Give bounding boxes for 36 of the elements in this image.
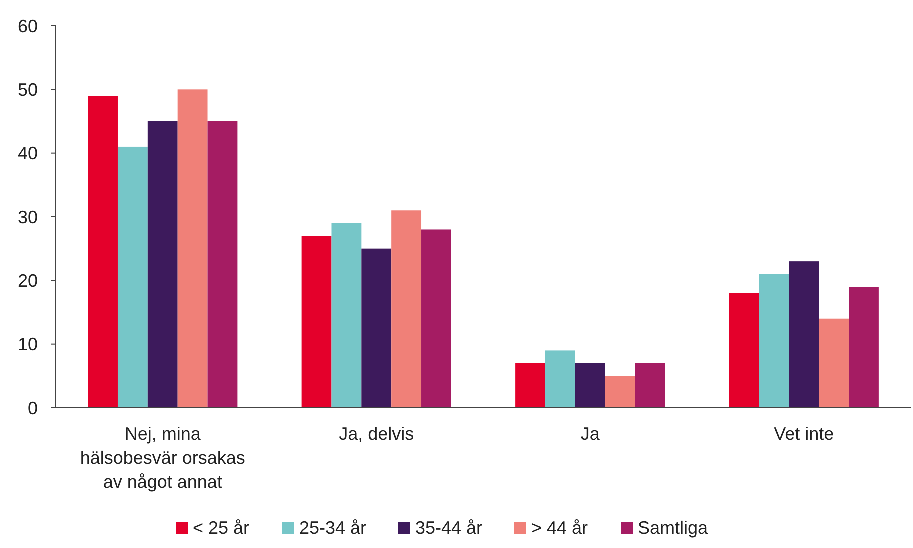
- legend-label: Samtliga: [638, 518, 710, 538]
- y-tick-label: 60: [18, 16, 38, 36]
- legend-label: 25-34 år: [300, 518, 367, 538]
- x-tick-label: Ja: [580, 424, 601, 444]
- x-tick-label: Vet inte: [774, 424, 834, 444]
- bar: [516, 363, 546, 408]
- bar: [575, 363, 606, 408]
- y-tick-label: 40: [18, 144, 38, 164]
- bar: [849, 287, 879, 408]
- y-tick-label: 0: [28, 398, 38, 418]
- y-tick-label: 50: [18, 80, 38, 100]
- bar: [422, 230, 452, 408]
- bar: [729, 293, 760, 408]
- bar: [605, 376, 636, 408]
- bar: [362, 248, 392, 408]
- bar: [88, 96, 118, 408]
- y-tick-label: 10: [18, 334, 38, 355]
- x-tick-label: Nej, mina hälsobesvär orsakas av något annat: [80, 424, 246, 492]
- y-tick-label: 30: [18, 207, 38, 228]
- bar: [635, 363, 666, 408]
- y-tick-label: 20: [18, 270, 38, 291]
- legend-label: 35-44 år: [416, 518, 483, 538]
- bar: [302, 236, 332, 408]
- legend-label: > 44 år: [532, 518, 588, 538]
- x-tick-label: Ja, delvis: [339, 424, 414, 444]
- bar: [789, 262, 820, 408]
- bar: [208, 122, 238, 408]
- bar: [392, 210, 422, 408]
- bar: [759, 274, 790, 408]
- bar: [332, 223, 362, 408]
- bar: [148, 122, 178, 408]
- bar: [118, 146, 148, 408]
- legend-label: < 25 år: [193, 518, 250, 538]
- bar: [819, 318, 850, 408]
- bar: [545, 350, 576, 408]
- bar: [178, 90, 208, 408]
